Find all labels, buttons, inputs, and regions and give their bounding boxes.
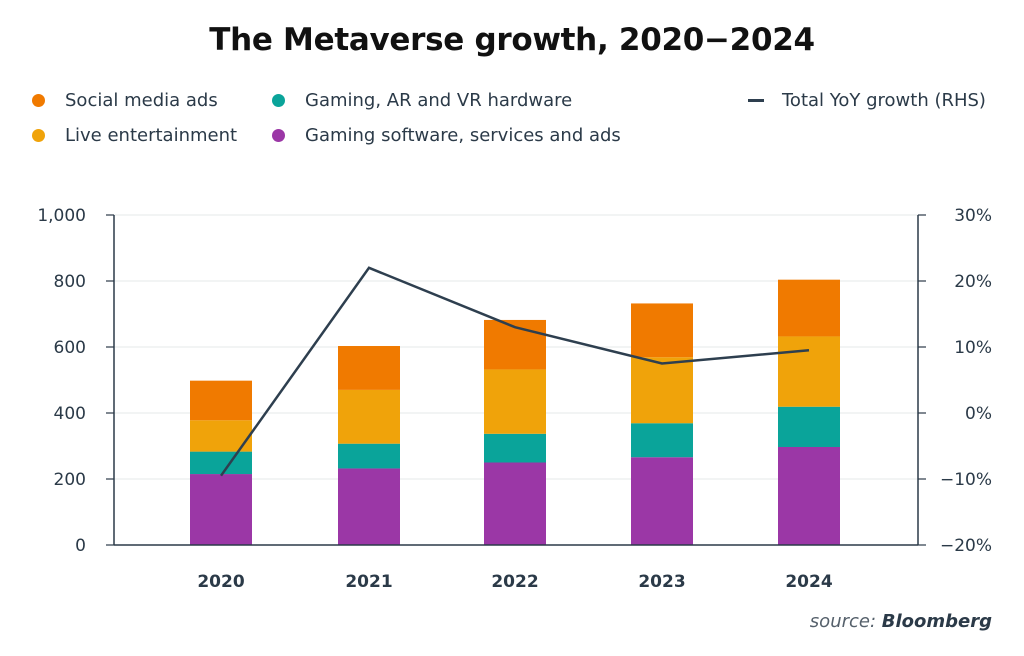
bar-2022-series-1: [484, 433, 546, 463]
chart-title: The Metaverse growth, 2020−2024: [209, 22, 815, 58]
category-label: 2021: [345, 572, 392, 592]
bar-2024-series-3: [778, 279, 840, 337]
left-tick-label: 1,000: [37, 206, 86, 226]
bar-2024-series-1: [778, 406, 840, 447]
right-tick-label: 20%: [954, 272, 992, 292]
bar-2024-series-0: [778, 446, 840, 545]
bar-2023-series-3: [631, 303, 693, 358]
legend-marker-gaming-hardware: [272, 94, 285, 107]
bar-2022-series-2: [484, 369, 546, 434]
right-tick-label: 0%: [965, 404, 992, 424]
source-note: source: Bloomberg: [810, 611, 992, 632]
legend-item-social-media-ads: Social media ads: [32, 90, 218, 111]
bar-2023-series-0: [631, 457, 693, 545]
bar-2023-series-1: [631, 423, 693, 458]
left-tick-label: 200: [54, 470, 86, 490]
left-tick-label: 0: [75, 536, 86, 556]
source-name: Bloomberg: [881, 611, 992, 632]
legend-item-gaming-hardware: Gaming, AR and VR hardware: [272, 90, 572, 111]
legend-marker-social-media-ads: [32, 94, 45, 107]
category-label: 2022: [491, 572, 538, 592]
bar-2020-series-3: [190, 380, 252, 421]
bar-2020-series-0: [190, 474, 252, 545]
legend-item-total-yoy-growth: Total YoY growth (RHS): [748, 90, 986, 111]
bar-2023-series-2: [631, 357, 693, 424]
left-tick-label: 400: [54, 404, 86, 424]
bar-2021-series-2: [338, 389, 400, 444]
bar-2020-series-1: [190, 451, 252, 475]
right-tick-label: −20%: [940, 536, 992, 556]
right-tick-label: −10%: [940, 470, 992, 490]
right-tick-label: 30%: [954, 206, 992, 226]
legend-label-total-yoy-growth: Total YoY growth (RHS): [782, 90, 986, 111]
legend-marker-total-yoy-growth: [748, 99, 764, 102]
yoy-growth-line: [219, 266, 810, 477]
legend-label-social-media-ads: Social media ads: [65, 90, 218, 111]
category-label: 2023: [638, 572, 685, 592]
bar-2021-series-3: [338, 346, 400, 390]
left-tick-label: 800: [54, 272, 86, 292]
bar-2024-series-2: [778, 336, 840, 407]
chart-axes: [106, 214, 926, 546]
legend-label-live-entertainment: Live entertainment: [65, 125, 238, 146]
legend-item-gaming-software: Gaming software, services and ads: [272, 125, 621, 146]
bar-2021-series-0: [338, 468, 400, 545]
legend-marker-gaming-software: [272, 129, 285, 142]
right-tick-label: 10%: [954, 338, 992, 358]
legend-marker-live-entertainment: [32, 129, 45, 142]
category-label: 2020: [197, 572, 244, 592]
left-tick-label: 600: [54, 338, 86, 358]
stacked-bars: [190, 279, 840, 545]
tick-labels: 0 200 400 600 800 1,000 −20% −10% 0% 10% 20% 30% 202…: [37, 206, 992, 592]
source-label: source:: [809, 611, 877, 632]
yoy-growth-line-layer: [219, 266, 810, 477]
bar-2021-series-1: [338, 443, 400, 469]
legend-label-gaming-hardware: Gaming, AR and VR hardware: [305, 90, 573, 111]
bar-2022-series-0: [484, 462, 546, 545]
category-label: 2024: [785, 572, 832, 592]
legend-item-live-entertainment: Live entertainment: [32, 125, 237, 146]
legend-label-gaming-software: Gaming software, services and ads: [305, 125, 621, 146]
